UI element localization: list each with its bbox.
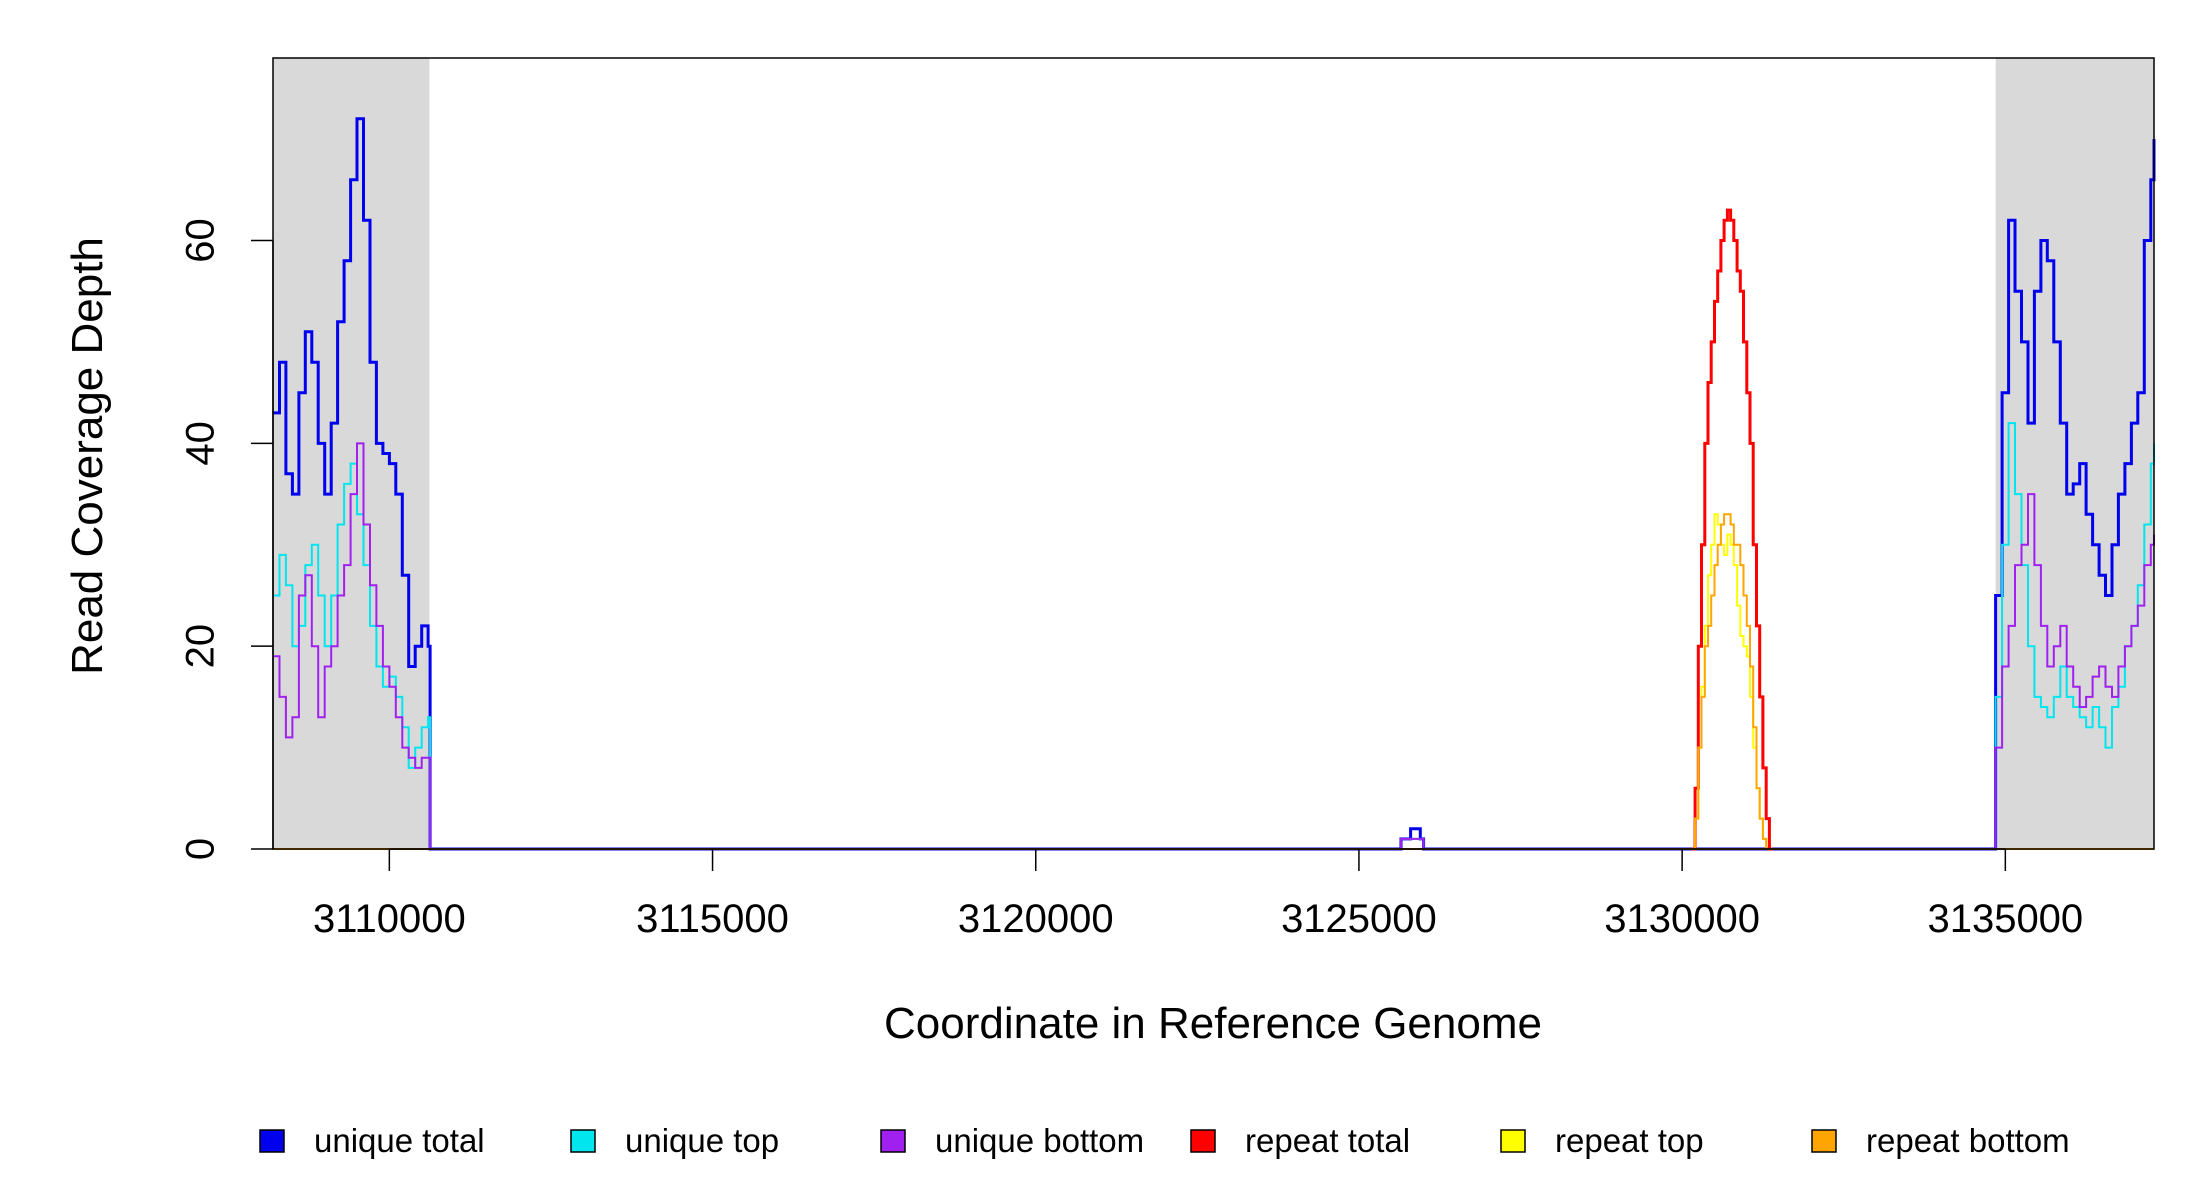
legend-label: repeat bottom [1866, 1122, 2070, 1159]
plot-frame [272, 57, 2155, 850]
x-tick-label: 3135000 [1927, 897, 2083, 941]
y-tick-label: 0 [179, 838, 223, 860]
y-tick-label: 60 [179, 218, 223, 262]
legend-label: repeat top [1555, 1122, 1704, 1159]
series-line-unique-total [273, 117, 2156, 851]
legend-swatch [1811, 1129, 1837, 1153]
y-axis: 0 20 40 60 [179, 218, 274, 860]
legend-swatch [1190, 1129, 1216, 1153]
x-tick-label: 3110000 [313, 897, 466, 941]
legend-label: unique bottom [935, 1122, 1144, 1159]
x-tick-label: 3120000 [958, 897, 1114, 941]
x-tick-label: 3115000 [636, 897, 789, 941]
legend-swatch [1500, 1129, 1526, 1153]
series-line-unique-bottom [273, 442, 2155, 850]
legend-swatch [880, 1129, 906, 1153]
shaded-region-2 [1995, 58, 2154, 849]
shaded-region-1 [273, 58, 430, 849]
x-tick-label: 3130000 [1604, 897, 1760, 941]
legend-label: repeat total [1245, 1122, 1410, 1159]
legend-swatch [570, 1129, 596, 1153]
x-tick-label: 3125000 [1281, 897, 1437, 941]
y-tick-label: 40 [179, 421, 223, 466]
series-line-repeat-bottom [273, 513, 2154, 850]
y-tick-label: 20 [179, 624, 223, 669]
legend: unique total unique top unique bottom repea… [259, 1122, 2070, 1159]
shaded-regions [273, 58, 2154, 849]
x-axis: 3110000 3115000 3120000 3125000 3130000 31350… [313, 848, 2083, 941]
legend-swatch [259, 1129, 285, 1153]
x-axis-title: Coordinate in Reference Genome [884, 999, 1542, 1048]
y-axis-title: Read Coverage Depth [63, 237, 112, 675]
series-lines [273, 117, 2156, 851]
series-line-repeat-total [1691, 208, 1773, 851]
legend-label: unique total [314, 1122, 485, 1159]
series-line-unique-top [273, 422, 2155, 850]
legend-label: unique top [625, 1122, 779, 1159]
